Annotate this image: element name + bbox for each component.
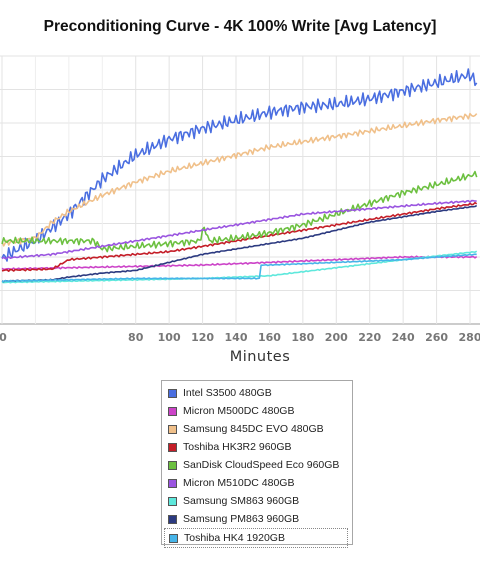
x-tick-label: 220: [358, 331, 381, 344]
series-line-2: [1, 255, 478, 271]
series-lines: [1, 68, 478, 284]
legend-label: Samsung 845DC EVO 480GB: [183, 423, 324, 435]
series-line-9: [1, 253, 477, 283]
legend-label: Micron M500DC 480GB: [183, 405, 295, 417]
x-tick-label: 0: [0, 331, 7, 344]
x-tick-label: 180: [291, 331, 314, 344]
x-tick-label: 80: [128, 331, 144, 344]
series-line-6: [1, 199, 477, 260]
series-line-5: [1, 170, 478, 253]
legend-item[interactable]: SanDisk CloudSpeed Eco 960GB: [162, 456, 352, 474]
x-tick-labels: 0 80 100 120 140 160 180 200 220 240 260 280: [0, 331, 480, 344]
grid: [0, 55, 480, 325]
legend-label: Micron M510DC 480GB: [183, 477, 295, 489]
legend-swatch: [168, 460, 177, 470]
legend-label: Intel S3500 480GB: [183, 387, 272, 399]
x-tick-label: 160: [258, 331, 281, 344]
series-line-8: [1, 204, 478, 283]
x-tick-label: 200: [325, 331, 348, 344]
legend-item[interactable]: Intel S3500 480GB: [162, 384, 352, 402]
legend-swatch: [168, 496, 177, 506]
series-line-1: [1, 68, 478, 262]
legend-item[interactable]: Samsung SM863 960GB: [162, 492, 352, 510]
legend-item[interactable]: Micron M510DC 480GB: [162, 474, 352, 492]
legend-swatch: [168, 514, 177, 524]
legend-swatch: [168, 478, 177, 488]
x-tick-label: 120: [191, 331, 214, 344]
x-tick-label: 260: [425, 331, 448, 344]
legend-swatch: [168, 406, 177, 416]
legend-item[interactable]: Toshiba HK3R2 960GB: [162, 438, 352, 456]
x-tick-label: 280: [459, 331, 480, 344]
chart-title: Preconditioning Curve - 4K 100% Write [A…: [43, 18, 437, 35]
x-tick-label: 240: [392, 331, 415, 344]
legend-label: SanDisk CloudSpeed Eco 960GB: [183, 459, 340, 471]
x-tick-label: 140: [225, 331, 248, 344]
legend-swatch: [168, 388, 177, 398]
legend-swatch: [168, 442, 177, 452]
series-line-3: [1, 112, 478, 247]
series-line-4: [1, 201, 478, 273]
legend-label: Toshiba HK3R2 960GB: [183, 441, 292, 453]
x-tick-label: 100: [158, 331, 181, 344]
x-axis-label: Minutes: [229, 349, 291, 365]
legend-label: Samsung SM863 960GB: [183, 495, 300, 507]
legend-item[interactable]: Toshiba HK4 1920GB: [164, 528, 348, 548]
series-line-7: [1, 250, 478, 284]
legend-swatch: [169, 533, 178, 543]
legend-item[interactable]: Samsung 845DC EVO 480GB: [162, 420, 352, 438]
legend-item[interactable]: Micron M500DC 480GB: [162, 402, 352, 420]
legend-swatch: [168, 424, 177, 434]
legend-label: Toshiba HK4 1920GB: [184, 532, 285, 544]
legend: Intel S3500 480GB Micron M500DC 480GB Sams…: [161, 380, 353, 548]
legend-item[interactable]: Samsung PM863 960GB: [162, 510, 352, 528]
legend-label: Samsung PM863 960GB: [183, 513, 300, 525]
